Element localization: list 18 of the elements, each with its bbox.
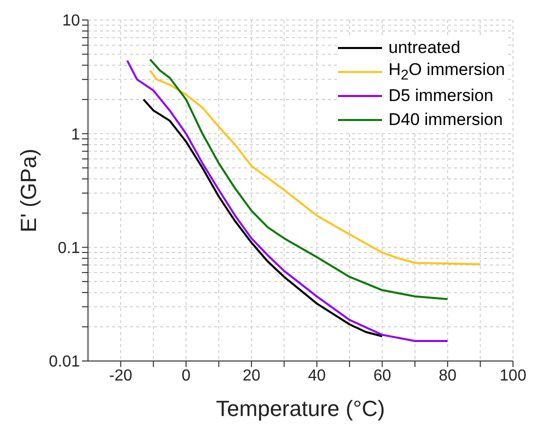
x-tick-label: 40	[308, 367, 326, 384]
y-tick-label: 0.1	[58, 240, 80, 258]
x-tick-label: 0	[182, 367, 191, 384]
y-tick-label: 10	[62, 12, 80, 30]
y-tick-label: 0.01	[48, 354, 80, 371]
legend-label: D40 immersion	[388, 110, 503, 130]
legend-label: untreated	[388, 38, 460, 58]
legend-label: H$_{2}$O immersion	[388, 60, 505, 84]
x-tick-label: 60	[373, 367, 392, 384]
x-tick-label: 80	[438, 367, 457, 384]
y-axis-title: E' (GPa)	[16, 148, 41, 232]
x-tick-label: 100	[500, 367, 526, 384]
x-axis-title: Temperature (°C)	[216, 396, 385, 421]
y-tick-label: 1	[71, 126, 80, 144]
line-series	[142, 98, 384, 338]
x-tick-label: 20	[242, 367, 260, 384]
x-tick-label: -20	[109, 367, 132, 384]
legend-label: D5 immersion	[388, 86, 494, 106]
